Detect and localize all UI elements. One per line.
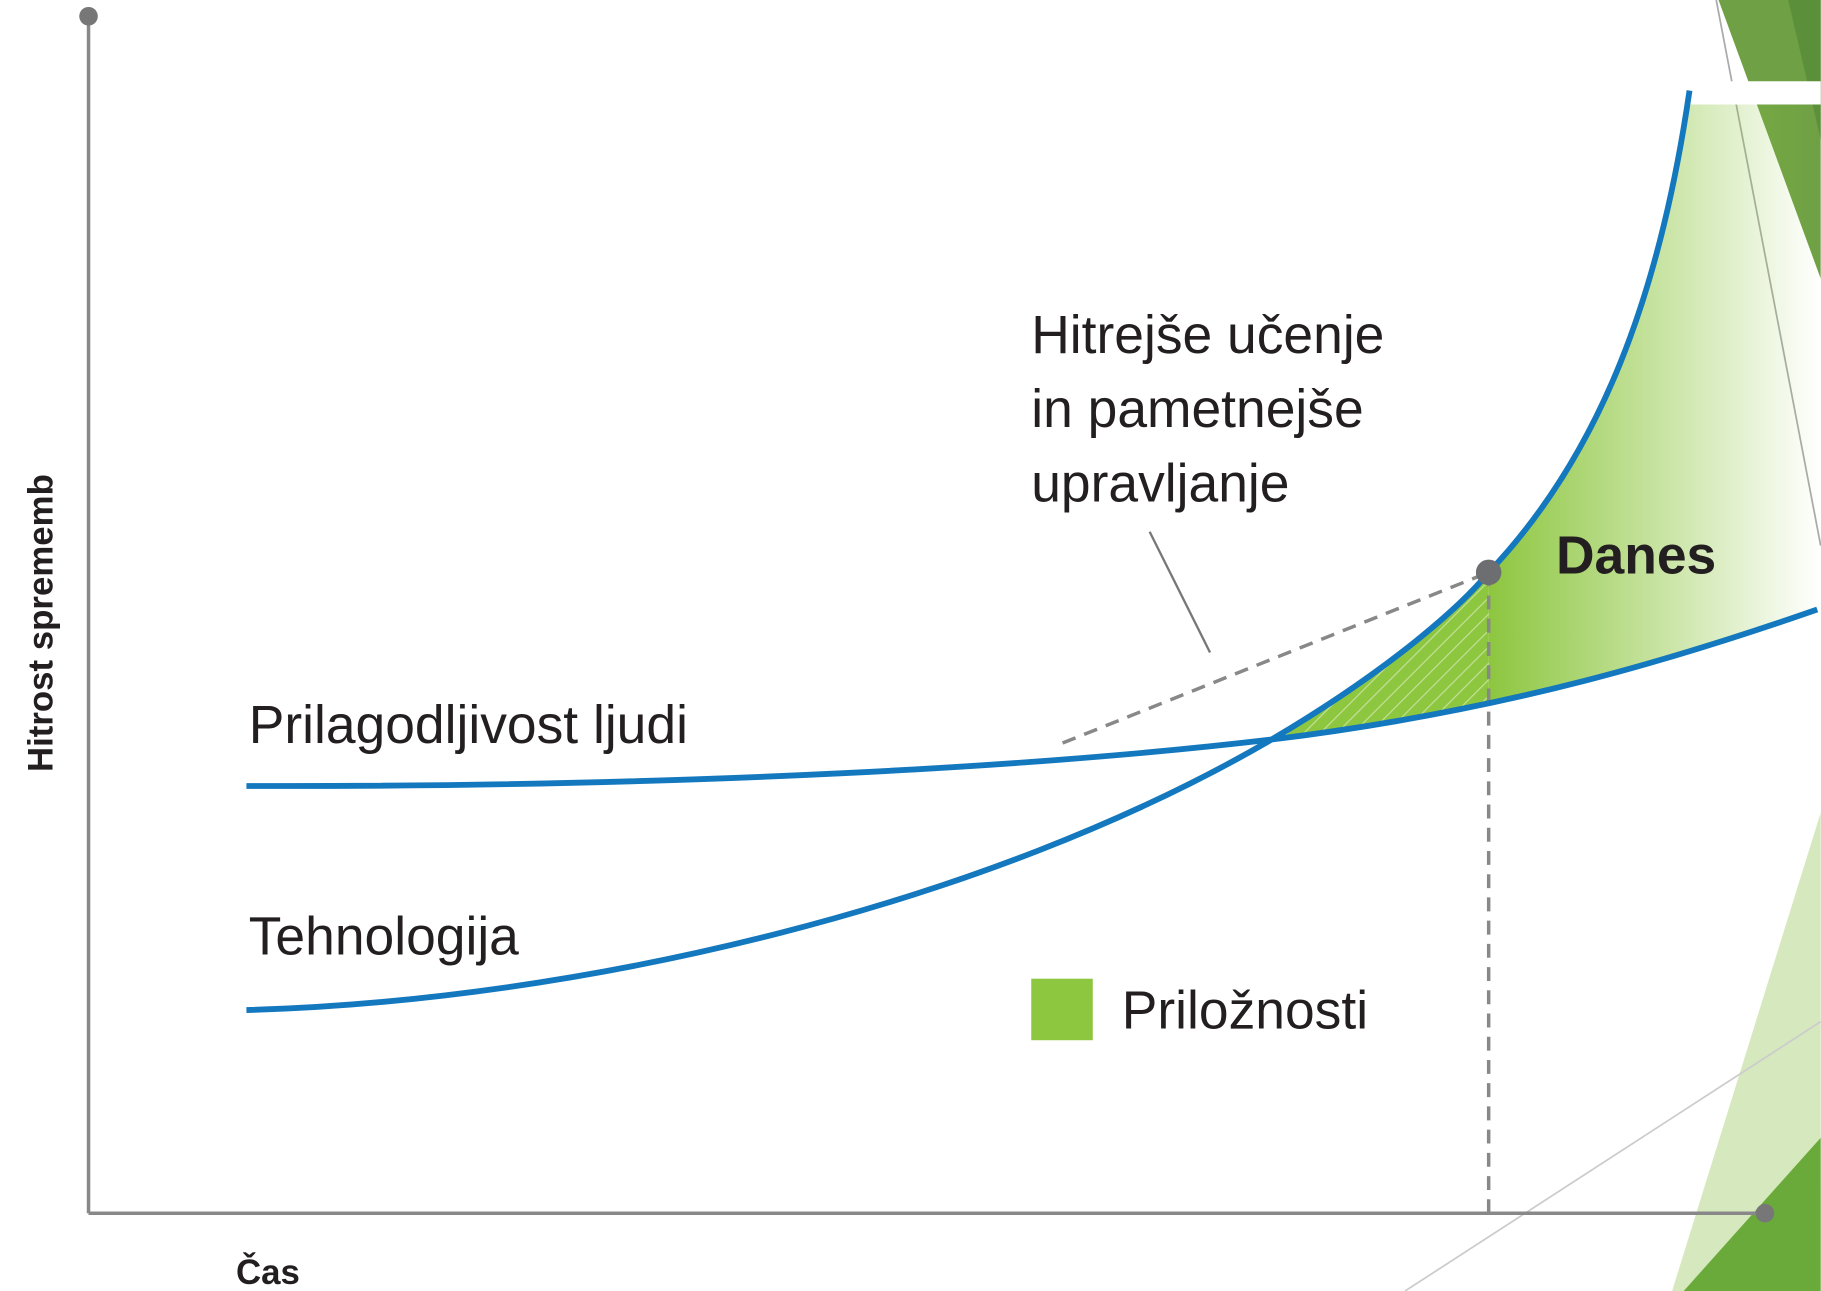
curve-label: Prilagodljivost ljudi [249,696,688,755]
technology-curve [246,91,1689,1010]
opportunity-area [1272,572,1489,739]
legend-label: Priložnosti [1122,982,1368,1041]
legend-swatch [1031,979,1093,1041]
leader-line [1150,532,1210,653]
y-axis-label: Hitrost sprememb [22,474,61,772]
annotation: Hitrejše učenje [1031,306,1384,365]
annotation: in pametnejše [1031,380,1363,439]
axis-end [79,7,98,26]
diagram: Prilagodljivost ljudi Tehnologija Hitrej… [0,0,1821,1291]
curve-label: Tehnologija [249,907,519,966]
opportunity-area [1489,91,1821,706]
x-axis-label: Čas [236,1252,300,1291]
today-marker [1476,560,1502,586]
axis-end [1756,1204,1775,1223]
annotation: upravljanje [1031,455,1289,514]
mask [1452,81,1821,104]
marker-label: Danes [1556,527,1716,586]
